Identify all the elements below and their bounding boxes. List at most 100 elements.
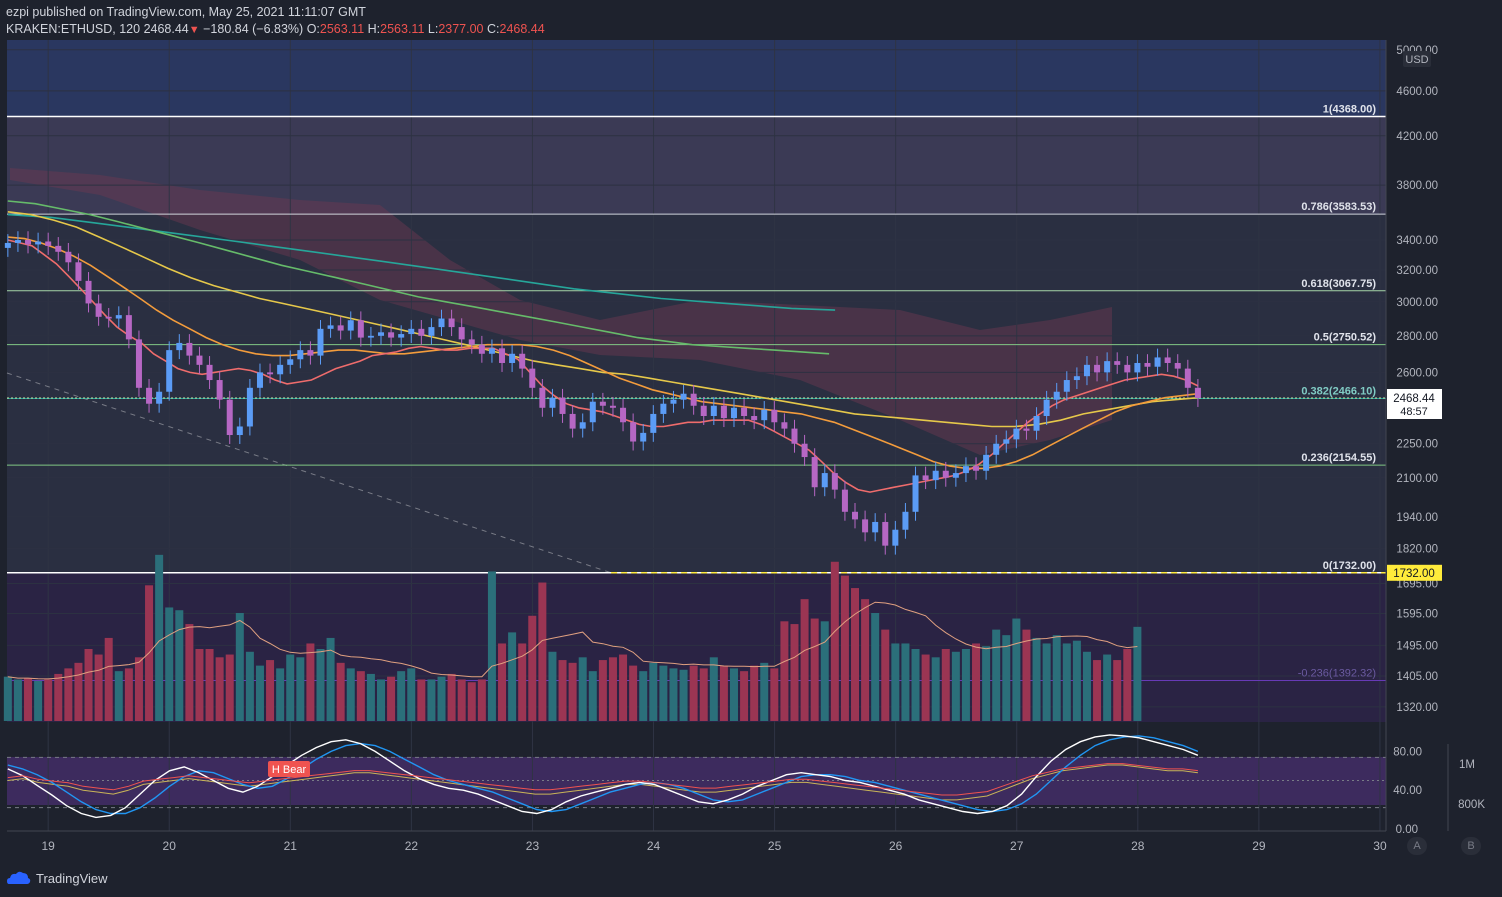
volume-bar: [750, 665, 759, 721]
symbol-label[interactable]: KRAKEN:ETHUSD, 120: [6, 22, 141, 36]
volume-bar: [155, 554, 164, 721]
candle-body: [690, 393, 697, 406]
volume-bar: [840, 575, 849, 721]
volume-bar: [699, 668, 708, 721]
volume-bar: [266, 660, 275, 721]
candle-body: [327, 325, 334, 329]
volume-bar: [780, 621, 789, 721]
volume-ma-line: [7, 601, 1138, 680]
volume-bar: [124, 668, 133, 721]
candle-body: [529, 368, 536, 388]
candle-body: [226, 399, 233, 436]
volume-bar: [861, 599, 870, 721]
fib-zone-1: [7, 116, 1386, 215]
candle-body: [710, 405, 717, 417]
high-label: H:: [367, 22, 381, 36]
candle-body: [105, 316, 112, 319]
time-tick-label: 20: [163, 839, 177, 853]
ohlc-legend: KRAKEN:ETHUSD, 120 2468.44▼ −180.84 (−6.…: [6, 22, 545, 36]
open-value: 2563.11: [319, 22, 365, 36]
volume-bar: [447, 673, 456, 721]
volume-bar: [619, 654, 628, 721]
price-tick-label: 2100.00: [1396, 473, 1438, 485]
fib-label: 0.236(2154.55): [1301, 452, 1376, 464]
candle-body: [942, 470, 949, 478]
volume-bar: [1002, 635, 1011, 721]
tradingview-logo[interactable]: TradingView: [6, 870, 108, 886]
volume-bar: [84, 649, 93, 721]
candle-body: [599, 401, 606, 406]
fib-zone-2: [7, 214, 1386, 573]
volume-bar: [1022, 629, 1031, 721]
candle-body: [811, 457, 818, 488]
stoch-d-line: [7, 735, 1199, 815]
volume-bar: [104, 637, 113, 721]
fib-label: 0.786(3583.53): [1301, 201, 1376, 213]
volume-bar: [13, 679, 22, 721]
price-tick-label: 1595.00: [1396, 608, 1438, 620]
volume-bar: [951, 651, 960, 721]
candle-body: [1194, 387, 1201, 399]
volume-bar: [538, 582, 547, 721]
volume-bar: [679, 669, 688, 721]
volume-bar: [225, 654, 234, 721]
candle-body: [559, 397, 566, 414]
candle-body: [499, 348, 506, 363]
candle-body: [539, 387, 546, 408]
auto-scale-button[interactable]: A: [1407, 837, 1427, 855]
low-value: 2377.00: [438, 22, 484, 36]
volume-bar: [921, 654, 930, 721]
volume-tick-label: 800K: [1458, 799, 1485, 811]
candle-body: [660, 403, 667, 414]
candle-body: [1184, 368, 1191, 388]
price-tick-label: 4200.00: [1396, 131, 1438, 143]
candle-body: [115, 315, 122, 319]
candle-body: [1043, 399, 1050, 417]
candle-body: [700, 405, 707, 417]
candle-body: [488, 348, 495, 354]
volume-bar: [336, 662, 345, 721]
volume-bar: [387, 676, 396, 721]
candle-body: [821, 473, 828, 488]
candle-body: [912, 475, 919, 512]
price-tick-label: 1940.00: [1396, 512, 1438, 524]
volume-bar: [830, 561, 839, 721]
candle-body: [892, 529, 899, 546]
volume-bar: [548, 651, 557, 721]
ma-200-line: [7, 200, 830, 355]
volume-bar: [941, 649, 950, 721]
volume-bar: [1072, 640, 1081, 721]
candle-body: [1083, 364, 1090, 377]
candle-body: [468, 339, 475, 345]
candle-body: [973, 466, 980, 471]
candle-body: [398, 334, 405, 338]
candle-body: [478, 344, 485, 354]
candle-body: [35, 241, 42, 245]
candle-body: [75, 262, 82, 281]
candle-body: [428, 327, 435, 336]
open-label: O:: [306, 22, 320, 36]
time-tick-label: 24: [647, 839, 661, 853]
candle-body: [236, 426, 243, 436]
candle-body: [1053, 391, 1060, 400]
candle-body: [216, 380, 223, 400]
candle-body: [388, 332, 395, 338]
volume-bar: [719, 665, 728, 721]
candle-body: [317, 328, 324, 356]
volume-bar: [608, 657, 617, 721]
log-scale-button[interactable]: B: [1461, 837, 1481, 855]
volume-bar: [437, 676, 446, 721]
candle-body: [579, 422, 586, 429]
candle-body: [1144, 362, 1151, 367]
volume-bar: [649, 662, 658, 721]
volume-bar: [871, 613, 880, 721]
volume-bar: [578, 657, 587, 721]
price-change: −180.84 (−6.83%): [203, 22, 304, 36]
tradingview-cloud-icon: [7, 871, 31, 884]
volume-bar: [598, 660, 607, 721]
candle-body: [4, 242, 11, 248]
price-tick-label: 4600.00: [1396, 86, 1438, 98]
candle-body: [458, 327, 465, 340]
candle-body: [932, 470, 939, 481]
